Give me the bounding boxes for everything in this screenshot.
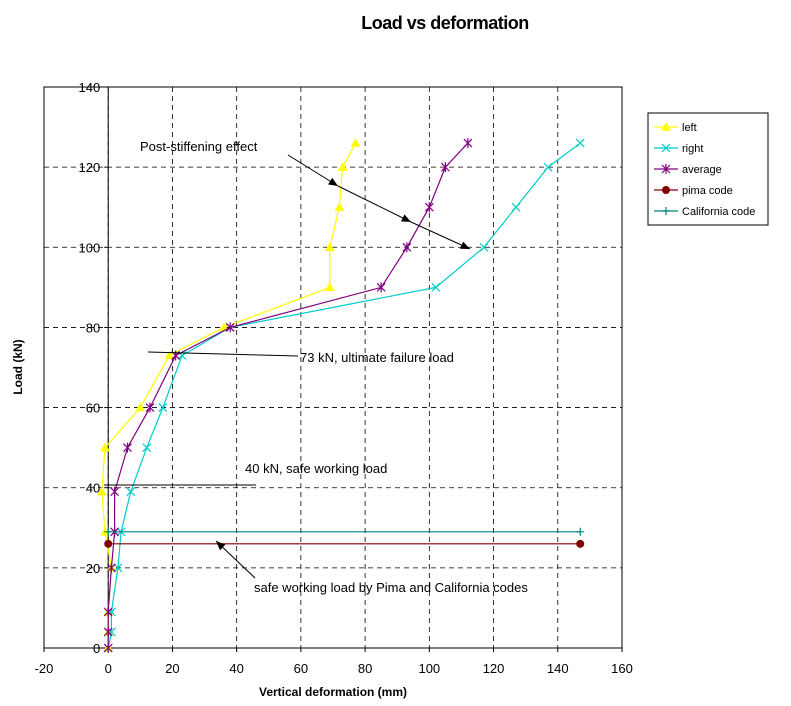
data-point-left <box>96 486 107 496</box>
data-point-average <box>103 606 113 617</box>
legend-label-left: left <box>682 122 697 134</box>
stiffening-arrow <box>337 185 412 223</box>
annotation-label: Post-stiffening effect <box>140 139 258 154</box>
x-tick-label: 100 <box>418 661 440 676</box>
x-tick-label: -20 <box>35 661 54 676</box>
y-tick-label: 40 <box>86 481 100 496</box>
stiffening-arrow-head <box>401 214 411 222</box>
gridlines <box>44 87 622 648</box>
data-point-right <box>479 242 489 252</box>
code-load-arrow-head <box>216 541 226 551</box>
data-point-average <box>402 242 412 253</box>
data-point-average <box>103 626 113 637</box>
stiffening-arrow-head <box>328 177 338 186</box>
annotations: Post-stiffening effect 73 kN, ultimate fa… <box>104 139 528 595</box>
data-point-average <box>107 562 116 573</box>
data-point-left <box>164 350 175 360</box>
legend-marker-right <box>661 143 671 153</box>
data-point-right <box>158 403 168 412</box>
data-point-left <box>350 138 361 147</box>
data-point-right <box>543 162 553 172</box>
x-tick-label: 120 <box>483 661 505 676</box>
data-point-average <box>103 643 113 653</box>
data-point-average <box>440 162 450 173</box>
data-point-average <box>123 442 132 453</box>
stiffening-arrow <box>287 154 339 187</box>
x-tick-label: 20 <box>165 661 179 676</box>
plot-area <box>43 86 623 649</box>
x-tick-label: 0 <box>105 661 112 676</box>
data-point-average <box>110 486 120 497</box>
legend-marker-california-code <box>662 207 670 215</box>
data-point-left <box>135 402 146 412</box>
legend-label-california-code: California code <box>682 206 755 218</box>
stiffening-arrow <box>410 221 471 250</box>
data-point-right <box>142 443 152 453</box>
x-tick-label: 80 <box>358 661 372 676</box>
data-point-average <box>225 322 235 333</box>
legend-label-right: right <box>682 143 703 155</box>
chart-title: Load vs deformation <box>361 13 529 33</box>
data-point-left <box>337 162 348 171</box>
annotation-label: 73 kN, ultimate failure load <box>300 350 454 365</box>
data-point-average <box>376 282 386 293</box>
data-point-left <box>324 282 335 292</box>
y-tick-label: 20 <box>86 561 100 576</box>
data-point-average <box>463 138 473 149</box>
data-point-right <box>113 563 123 573</box>
data-point-right <box>575 138 585 148</box>
series-layer <box>96 138 585 653</box>
data-point-california-code <box>576 527 585 536</box>
data-point-average <box>424 202 434 213</box>
x-tick-label: 60 <box>294 661 308 676</box>
annotation-label: safe working load by Pima and California… <box>254 580 528 595</box>
x-tick-label: 160 <box>611 661 633 676</box>
y-tick-label: 0 <box>93 641 100 656</box>
data-point-right <box>126 487 136 497</box>
data-point-right <box>431 282 441 292</box>
data-point-average <box>145 402 155 413</box>
legend-marker-left <box>661 121 671 131</box>
axes: 0 20 40 60 80 100 120 140 -20 0 20 40 60 80 100 120 140 1… <box>35 80 633 676</box>
data-point-left <box>100 442 110 452</box>
x-axis-label: Vertical deformation (mm) <box>259 685 407 699</box>
data-point-pima-code <box>104 539 113 548</box>
y-axis-label: Load (kN) <box>11 339 25 394</box>
legend-marker-average <box>661 164 671 174</box>
y-tick-label: 60 <box>86 401 100 416</box>
legend-box <box>647 112 769 226</box>
y-tick-label: 100 <box>79 240 101 255</box>
legend: left right average pima code California code <box>647 112 769 226</box>
x-tick-label: 140 <box>547 661 569 676</box>
y-tick-label: 140 <box>79 80 101 95</box>
annotation-label: 40 kN, safe working load <box>245 461 387 476</box>
y-tick-label: 120 <box>79 160 101 175</box>
legend-marker-pima-code <box>662 186 670 194</box>
legend-label-pima-code: pima code <box>682 185 733 197</box>
legend-label-average: average <box>682 164 722 176</box>
data-point-left <box>324 242 335 251</box>
annotation-pointer-line <box>147 351 299 357</box>
data-point-right <box>511 202 521 212</box>
stiffening-arrow-head <box>460 241 470 249</box>
data-point-california-code <box>104 527 113 536</box>
x-tick-label: 40 <box>229 661 243 676</box>
data-point-left <box>334 202 345 211</box>
y-tick-label: 80 <box>86 320 100 335</box>
data-point-pima-code <box>576 539 585 548</box>
